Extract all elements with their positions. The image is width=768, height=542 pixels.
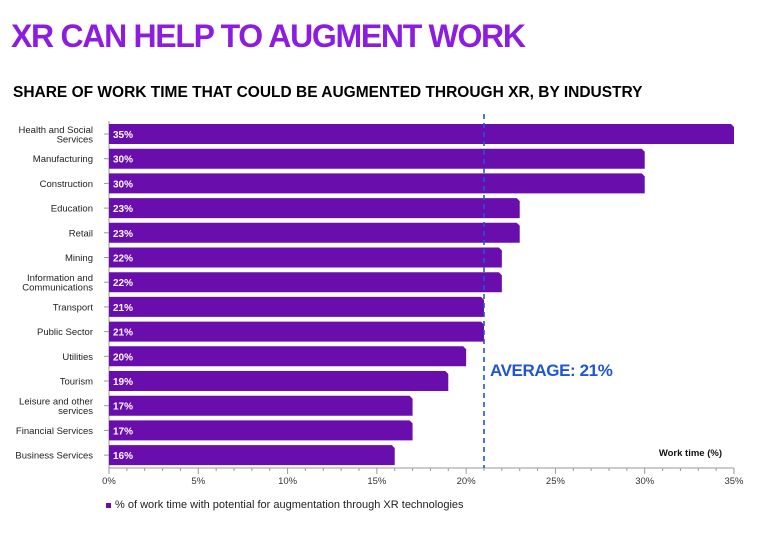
category-label: Construction (40, 179, 93, 190)
category-label: Tourism (60, 377, 93, 388)
bar (109, 222, 520, 243)
bar (109, 272, 502, 293)
bar (109, 173, 645, 194)
category-label: Transport (53, 302, 94, 313)
bar (109, 371, 449, 391)
bar (109, 247, 502, 268)
bar (109, 148, 645, 169)
x-tick-label: 35% (724, 476, 744, 487)
bar (109, 198, 520, 219)
average-label: AVERAGE: 21% (490, 361, 613, 380)
category-label: Financial Services (16, 426, 93, 437)
category-label: Public Sector (37, 327, 93, 338)
bar (109, 321, 484, 342)
bar-value-label: 19% (113, 377, 133, 388)
bar-value-label: 21% (113, 303, 133, 314)
bar-value-label: 20% (113, 352, 133, 363)
category-label: Business Services (15, 451, 93, 462)
bar-value-label: 22% (113, 254, 133, 265)
bar-value-label: 21% (113, 328, 133, 339)
bar-value-label: 30% (113, 155, 133, 166)
category-label: Retail (69, 228, 93, 239)
x-tick-label: 25% (546, 476, 566, 487)
bar (109, 445, 395, 466)
bar-value-label: 17% (113, 426, 133, 437)
bar (109, 395, 413, 416)
bar (109, 124, 734, 144)
x-tick-label: 10% (278, 476, 298, 487)
x-tick-label: 30% (635, 476, 655, 487)
category-label: Information and Communications (22, 273, 93, 294)
bar-value-label: 35% (113, 130, 133, 141)
bar-value-label: 17% (113, 402, 133, 413)
bar-value-label: 22% (113, 278, 133, 289)
bar-value-label: 16% (113, 451, 133, 462)
x-tick-label: 20% (457, 476, 477, 487)
x-tick-label: 15% (367, 476, 387, 487)
bar (109, 346, 467, 367)
bar (109, 296, 484, 317)
chart-subtitle: SHARE OF WORK TIME THAT COULD BE AUGMENT… (13, 84, 643, 101)
category-label: Manufacturing (33, 154, 93, 165)
legend-swatch (106, 502, 111, 508)
category-label: Leisure and other services (19, 396, 93, 417)
bar-value-label: 23% (113, 229, 133, 240)
x-tick-label: 5% (191, 476, 205, 487)
category-label: Mining (65, 253, 93, 264)
chart-title: XR CAN HELP TO AUGMENT WORK (11, 18, 526, 54)
category-label: Utilities (62, 352, 93, 363)
category-label: Education (51, 204, 93, 215)
bar (109, 420, 413, 441)
legend-label: % of work time with potential for augmen… (115, 499, 464, 511)
x-tick-label: 0% (102, 476, 116, 487)
bar-value-label: 23% (113, 204, 133, 215)
category-label: Health and Social Services (19, 125, 94, 146)
bar-value-label: 30% (113, 179, 133, 190)
x-axis-title: Work time (%) (659, 448, 722, 459)
legend: % of work time with potential for augmen… (106, 499, 464, 511)
